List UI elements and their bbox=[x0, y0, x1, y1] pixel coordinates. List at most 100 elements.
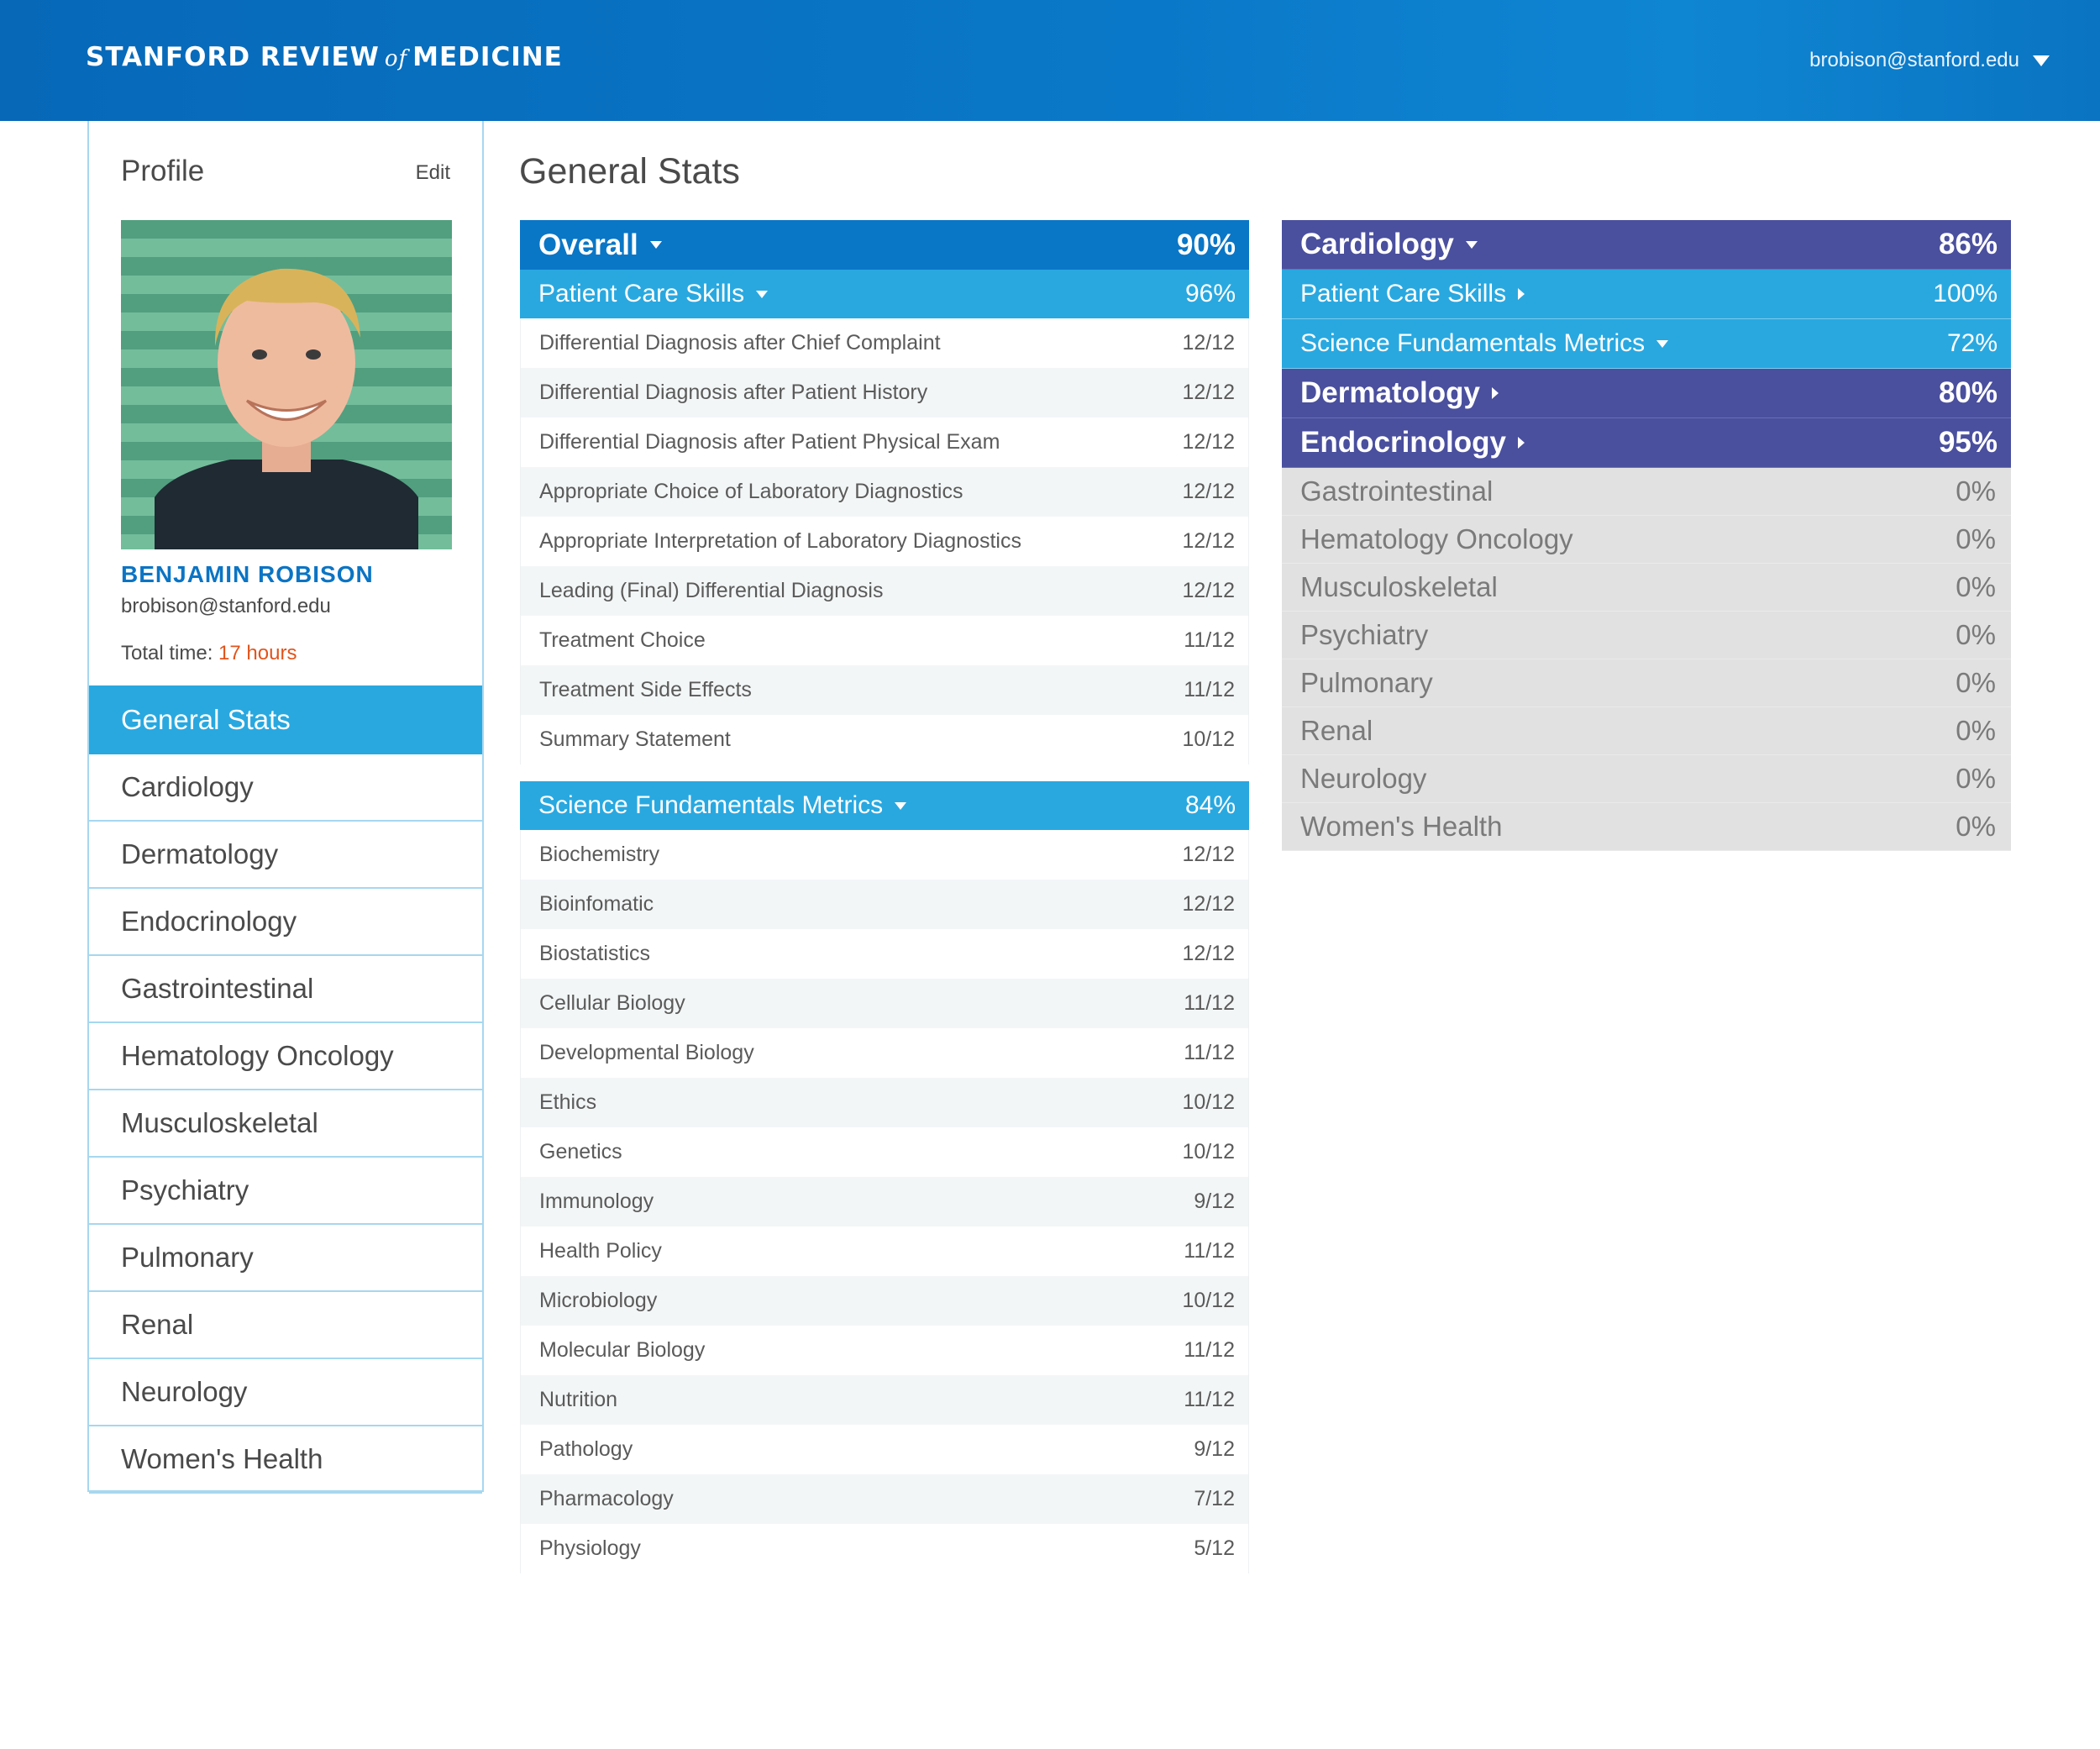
overall-header[interactable]: Overall 90% bbox=[520, 220, 1249, 270]
specialty-row-womens-health[interactable]: Women's Health 0% bbox=[1282, 803, 2011, 851]
row-label: Differential Diagnosis after Patient Phy… bbox=[539, 430, 1000, 454]
table-row: Appropriate Choice of Laboratory Diagnos… bbox=[521, 467, 1248, 517]
science-fundamentals-header[interactable]: Science Fundamentals Metrics 84% bbox=[520, 781, 1249, 830]
brand-of: of bbox=[384, 46, 408, 71]
table-row: Pharmacology 7/12 bbox=[521, 1474, 1248, 1524]
row-score: 9/12 bbox=[1194, 1437, 1235, 1461]
sidebar-item-endocrinology[interactable]: Endocrinology bbox=[89, 889, 482, 956]
row-score: 12/12 bbox=[1182, 480, 1235, 503]
chevron-down-icon[interactable] bbox=[2033, 55, 2050, 66]
avatar-portrait bbox=[121, 220, 452, 549]
cardiology-patient-care-header[interactable]: Patient Care Skills 100% bbox=[1282, 270, 2011, 319]
specialty-row-neurology[interactable]: Neurology 0% bbox=[1282, 755, 2011, 803]
specialty-row-hematology-oncology[interactable]: Hematology Oncology 0% bbox=[1282, 516, 2011, 564]
row-score: 10/12 bbox=[1182, 727, 1235, 751]
cardiology-value: 86% bbox=[1938, 228, 1998, 260]
row-label: Treatment Choice bbox=[539, 628, 706, 652]
row-score: 11/12 bbox=[1184, 678, 1235, 701]
endocrinology-value: 95% bbox=[1938, 426, 1998, 459]
row-score: 11/12 bbox=[1184, 1388, 1235, 1411]
table-row: Biostatistics 12/12 bbox=[521, 929, 1248, 979]
user-menu[interactable]: brobison@stanford.edu bbox=[1809, 49, 2050, 72]
table-row: Pathology 9/12 bbox=[521, 1425, 1248, 1474]
total-time-value: 17 hours bbox=[218, 642, 297, 664]
table-row: Molecular Biology 11/12 bbox=[521, 1326, 1248, 1375]
sidebar-item-pulmonary[interactable]: Pulmonary bbox=[89, 1225, 482, 1292]
cardio-patient-care-label: Patient Care Skills bbox=[1300, 280, 1507, 307]
sidebar-nav: General Stats Cardiology Dermatology End… bbox=[89, 685, 482, 1494]
patient-care-label: Patient Care Skills bbox=[538, 280, 745, 307]
row-score: 12/12 bbox=[1182, 430, 1235, 454]
endocrinology-label: Endocrinology bbox=[1300, 426, 1506, 459]
user-menu-email: brobison@stanford.edu bbox=[1809, 49, 2019, 71]
row-score: 12/12 bbox=[1182, 843, 1235, 866]
row-label: Appropriate Choice of Laboratory Diagnos… bbox=[539, 480, 963, 503]
row-label: Differential Diagnosis after Patient His… bbox=[539, 381, 928, 404]
inactive-specialties-list: Gastrointestinal 0% Hematology Oncology 0%… bbox=[1282, 468, 2011, 851]
row-label: Microbiology bbox=[539, 1289, 658, 1312]
sidebar-item-musculoskeletal[interactable]: Musculoskeletal bbox=[89, 1090, 482, 1158]
sidebar-item-cardiology[interactable]: Cardiology bbox=[89, 754, 482, 822]
table-row: Biochemistry 12/12 bbox=[521, 830, 1248, 880]
specialty-label: Musculoskeletal bbox=[1300, 571, 1498, 602]
specialty-value: 0% bbox=[1956, 811, 1996, 842]
table-row: Physiology 5/12 bbox=[521, 1524, 1248, 1573]
row-label: Ethics bbox=[539, 1090, 597, 1114]
table-row: Nutrition 11/12 bbox=[521, 1375, 1248, 1425]
patient-care-list: Differential Diagnosis after Chief Compl… bbox=[520, 318, 1249, 764]
specialty-value: 0% bbox=[1956, 715, 1996, 746]
total-time-label: Total time: bbox=[121, 642, 213, 664]
sidebar-item-neurology[interactable]: Neurology bbox=[89, 1359, 482, 1426]
row-label: Immunology bbox=[539, 1190, 654, 1213]
sidebar-item-gastrointestinal[interactable]: Gastrointestinal bbox=[89, 956, 482, 1023]
row-score: 12/12 bbox=[1182, 529, 1235, 553]
cardiology-label: Cardiology bbox=[1300, 228, 1454, 260]
overall-stats-column: Overall 90% Patient Care Skills 96% Diff… bbox=[520, 220, 1249, 1573]
specialty-label: Hematology Oncology bbox=[1300, 523, 1573, 554]
top-header: STANFORD REVIEW of MEDICINE brobison@stanf… bbox=[0, 0, 2100, 121]
sidebar-item-psychiatry[interactable]: Psychiatry bbox=[89, 1158, 482, 1225]
specialty-row-pulmonary[interactable]: Pulmonary 0% bbox=[1282, 659, 2011, 707]
row-label: Appropriate Interpretation of Laboratory… bbox=[539, 529, 1021, 553]
row-score: 5/12 bbox=[1194, 1536, 1235, 1560]
caret-right-icon bbox=[1518, 288, 1525, 300]
cardiology-header[interactable]: Cardiology 86% bbox=[1282, 220, 2011, 270]
sidebar-item-womens-health[interactable]: Women's Health bbox=[89, 1426, 482, 1494]
specialty-label: Women's Health bbox=[1300, 811, 1503, 842]
row-score: 11/12 bbox=[1184, 1041, 1235, 1064]
sidebar-item-renal[interactable]: Renal bbox=[89, 1292, 482, 1359]
row-label: Health Policy bbox=[539, 1239, 662, 1263]
brand-logo[interactable]: STANFORD REVIEW of MEDICINE bbox=[86, 42, 563, 72]
sidebar-item-hematology-oncology[interactable]: Hematology Oncology bbox=[89, 1023, 482, 1090]
row-score: 11/12 bbox=[1184, 991, 1235, 1015]
dermatology-value: 80% bbox=[1938, 376, 1998, 409]
table-row: Differential Diagnosis after Chief Compl… bbox=[521, 318, 1248, 368]
caret-down-icon bbox=[756, 290, 769, 298]
row-label: Cellular Biology bbox=[539, 991, 685, 1015]
specialty-row-gastrointestinal[interactable]: Gastrointestinal 0% bbox=[1282, 468, 2011, 516]
dermatology-header[interactable]: Dermatology 80% bbox=[1282, 369, 2011, 418]
table-row: Cellular Biology 11/12 bbox=[521, 979, 1248, 1028]
avatar bbox=[121, 220, 452, 549]
row-label: Genetics bbox=[539, 1140, 622, 1163]
row-score: 7/12 bbox=[1194, 1487, 1235, 1510]
specialty-stats-column: Cardiology 86% Patient Care Skills 100% … bbox=[1282, 220, 2011, 851]
table-row: Ethics 10/12 bbox=[521, 1078, 1248, 1127]
sidebar-item-dermatology[interactable]: Dermatology bbox=[89, 822, 482, 889]
cardio-patient-care-value: 100% bbox=[1933, 280, 1998, 307]
row-label: Leading (Final) Differential Diagnosis bbox=[539, 579, 884, 602]
specialty-value: 0% bbox=[1956, 619, 1996, 650]
patient-care-value: 96% bbox=[1184, 280, 1236, 307]
row-score: 11/12 bbox=[1184, 1239, 1235, 1263]
sidebar-item-general-stats[interactable]: General Stats bbox=[89, 685, 482, 754]
specialty-row-musculoskeletal[interactable]: Musculoskeletal 0% bbox=[1282, 564, 2011, 612]
patient-care-header[interactable]: Patient Care Skills 96% bbox=[520, 270, 1249, 318]
endocrinology-header[interactable]: Endocrinology 95% bbox=[1282, 418, 2011, 468]
cardiology-science-header[interactable]: Science Fundamentals Metrics 72% bbox=[1282, 319, 2011, 369]
table-row: Leading (Final) Differential Diagnosis 12… bbox=[521, 566, 1248, 616]
row-label: Nutrition bbox=[539, 1388, 618, 1411]
specialty-row-renal[interactable]: Renal 0% bbox=[1282, 707, 2011, 755]
specialty-row-psychiatry[interactable]: Psychiatry 0% bbox=[1282, 612, 2011, 659]
specialty-label: Neurology bbox=[1300, 763, 1427, 794]
edit-profile-link[interactable]: Edit bbox=[415, 161, 450, 184]
